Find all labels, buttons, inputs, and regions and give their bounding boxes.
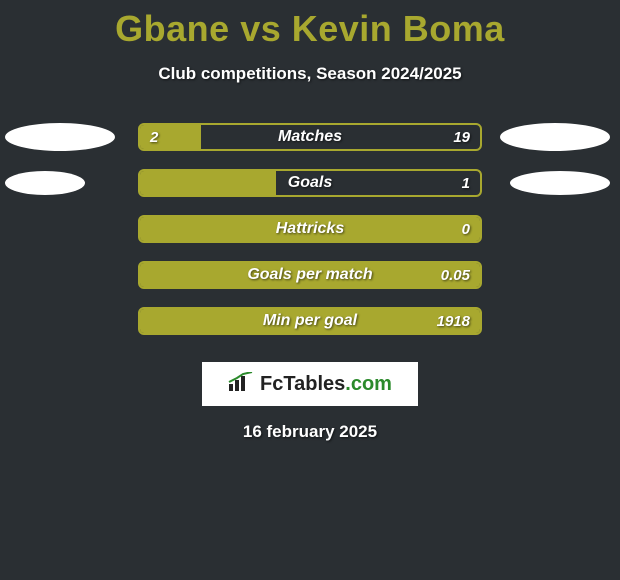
logo-text-accent: .com <box>345 373 392 395</box>
stat-bar: Goals per match0.05 <box>138 261 482 289</box>
logo-text-main: FcTables <box>260 373 345 395</box>
stat-value-right: 1918 <box>437 309 470 333</box>
stat-label: Goals <box>140 171 480 195</box>
stat-row: Min per goal1918 <box>0 298 620 344</box>
stat-bar: Min per goal1918 <box>138 307 482 335</box>
stat-value-right: 0 <box>462 217 470 241</box>
stats-rows: Matches2 19 Goals1 Hattricks0 Goals per matc… <box>0 114 620 344</box>
stat-value-left: 2 <box>150 125 158 149</box>
stat-value-right: 0.05 <box>441 263 470 287</box>
stat-value-right: 19 <box>453 125 470 149</box>
stat-row: Goals1 <box>0 160 620 206</box>
stat-label: Min per goal <box>140 309 480 333</box>
stat-row: Matches2 19 <box>0 114 620 160</box>
stat-bar: Goals1 <box>138 169 482 197</box>
logo-chart-icon <box>228 372 254 397</box>
stat-row: Goals per match0.05 <box>0 252 620 298</box>
stat-value-right: 1 <box>462 171 470 195</box>
player-right-ellipse <box>510 171 610 195</box>
player-left-ellipse <box>5 123 115 151</box>
stat-bar: Matches2 19 <box>138 123 482 151</box>
stat-label: Goals per match <box>140 263 480 287</box>
stat-bar: Hattricks0 <box>138 215 482 243</box>
logo: FcTables.com <box>202 362 418 406</box>
date: 16 february 2025 <box>0 422 620 442</box>
stat-label: Matches <box>140 125 480 149</box>
logo-text: FcTables.com <box>260 373 392 396</box>
page-title: Gbane vs Kevin Boma <box>0 0 620 50</box>
player-left-ellipse <box>5 171 85 195</box>
stat-row: Hattricks0 <box>0 206 620 252</box>
player-right-ellipse <box>500 123 610 151</box>
subtitle: Club competitions, Season 2024/2025 <box>0 64 620 84</box>
stat-label: Hattricks <box>140 217 480 241</box>
